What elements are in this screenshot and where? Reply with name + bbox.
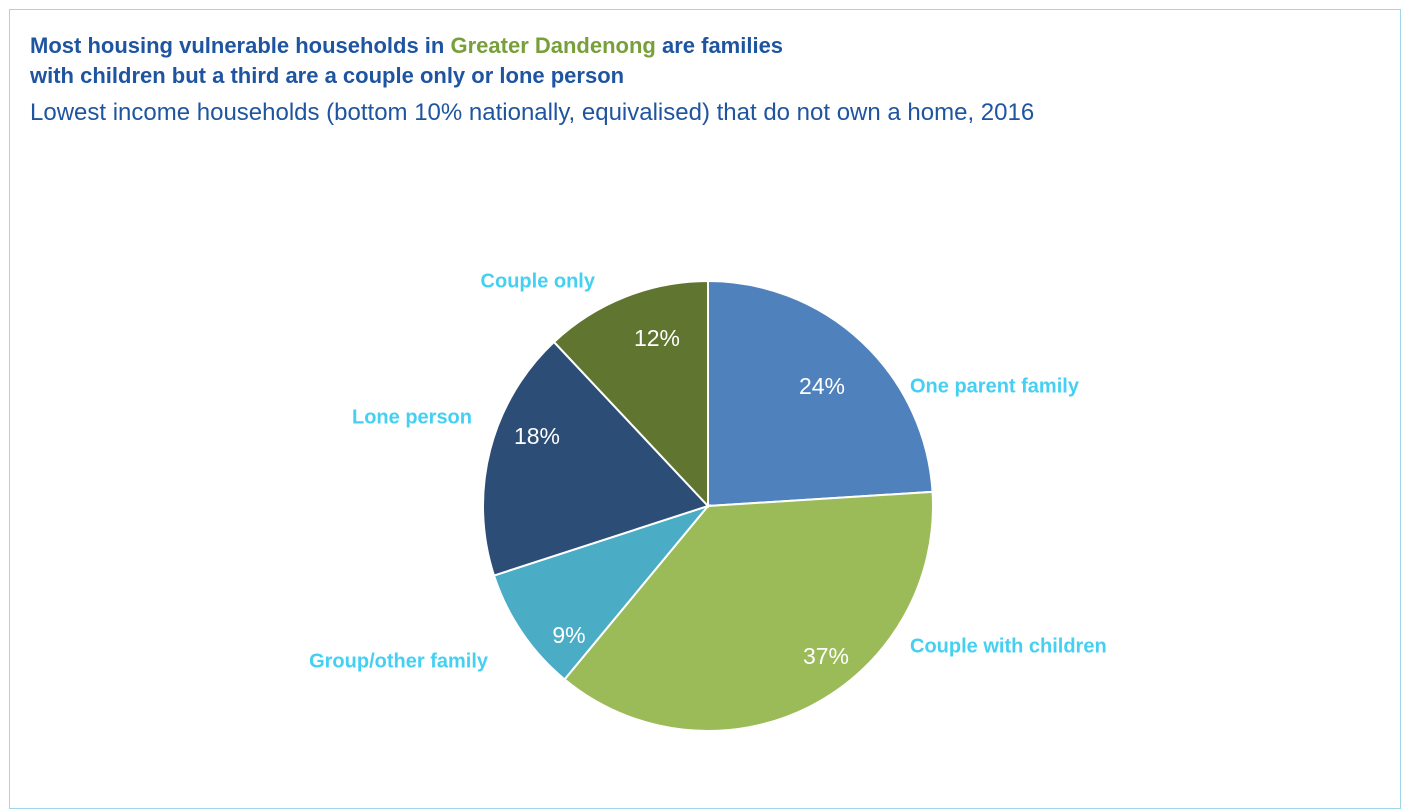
pie-slice [552, 279, 709, 509]
category-label: Group/other family [309, 650, 489, 672]
value-label: 18% [514, 423, 560, 449]
pie-slice [563, 490, 934, 732]
pie-slice [707, 279, 934, 508]
title-part: Greater Dandenong [450, 33, 656, 58]
title-part: Most housing vulnerable households in [30, 33, 451, 58]
pie-slice [492, 503, 711, 681]
value-label: 9% [552, 622, 585, 648]
chart-title: Most housing vulnerable households in Gr… [30, 31, 810, 91]
category-label: Lone person [352, 406, 472, 428]
title-part: are families with children but a third a… [30, 33, 784, 88]
value-label: 37% [803, 643, 849, 669]
value-label: 12% [634, 325, 680, 351]
category-label: One parent family [910, 375, 1080, 397]
category-label: Couple with children [910, 635, 1107, 657]
value-label: 24% [799, 373, 845, 399]
pie-slice [482, 340, 710, 577]
category-label: Couple only [481, 270, 596, 292]
chart-subtitle: Lowest income households (bottom 10% nat… [30, 99, 1035, 126]
